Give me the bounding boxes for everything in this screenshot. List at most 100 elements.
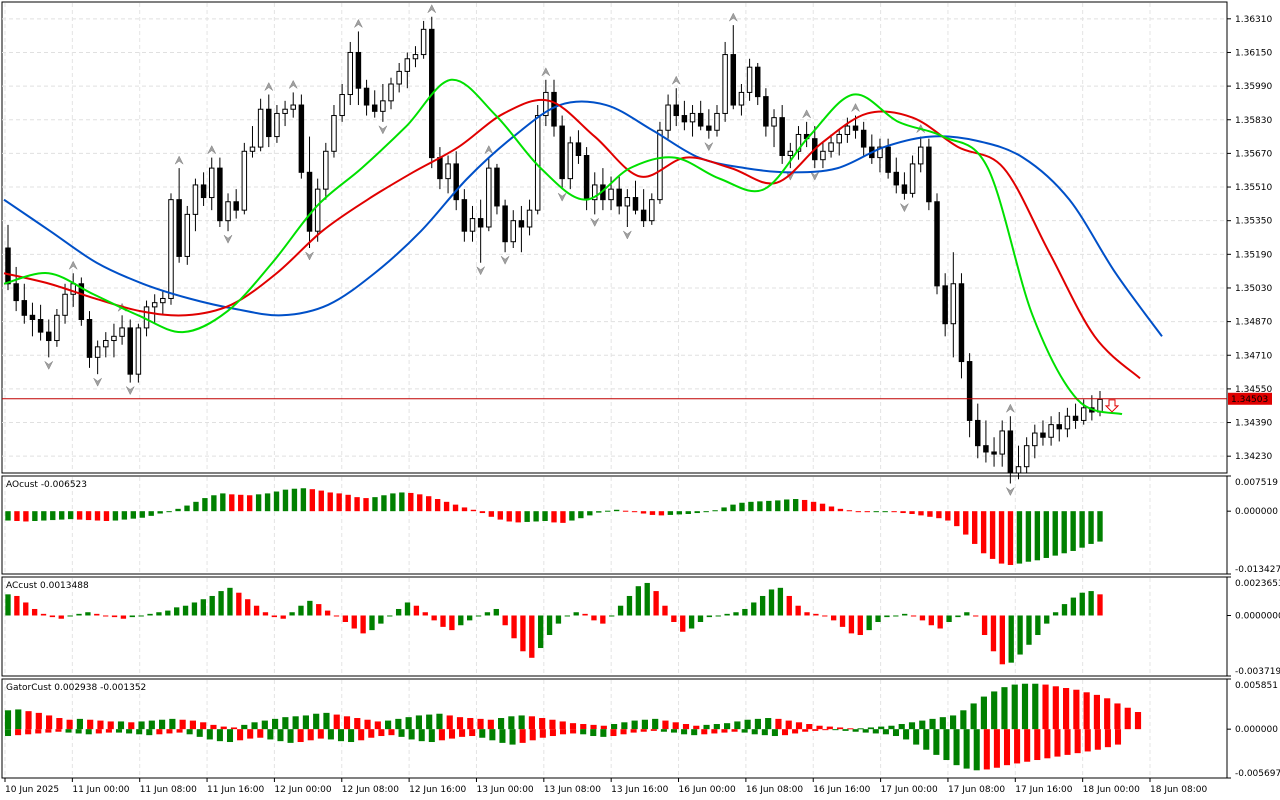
time-tick-label: 16 Jun 16:00 — [813, 785, 870, 795]
gator-upper-bar — [302, 715, 309, 730]
ac-bar — [342, 615, 349, 622]
ao-bar — [14, 511, 20, 522]
gator-upper-bar — [251, 722, 258, 730]
ao-bar — [685, 511, 691, 514]
sell-signal-arrow — [1104, 399, 1120, 413]
candle-bullish — [314, 188, 321, 232]
candle-bullish — [331, 115, 337, 152]
candle-bullish — [339, 94, 345, 117]
fractal-down-arrow — [93, 377, 102, 387]
candle-bullish — [746, 66, 753, 93]
gator-upper-bar — [1104, 698, 1111, 730]
ao-bar — [658, 511, 665, 516]
candle-bullish — [282, 108, 288, 114]
ao-bar — [23, 511, 29, 522]
ac-bar — [395, 608, 402, 616]
time-tick-label: 13 Jun 00:00 — [476, 785, 533, 795]
gator-lower-bar — [1034, 729, 1041, 761]
candle-bearish — [461, 199, 468, 232]
ac-bar — [582, 613, 588, 616]
ao-bar — [631, 511, 638, 513]
ac-bar — [262, 612, 269, 616]
ao-bar — [246, 495, 253, 512]
ao-bar — [649, 511, 656, 515]
candle-bullish — [787, 150, 794, 156]
ao-bar — [640, 511, 647, 514]
candle-bearish — [363, 87, 370, 106]
ao-bar — [945, 511, 951, 521]
gator-lower-bar — [428, 729, 435, 743]
ao-bar — [76, 511, 83, 520]
time-tick-label: 11 Jun 00:00 — [72, 785, 129, 795]
ac-bar — [138, 615, 144, 617]
gator-lower-bar — [499, 729, 506, 743]
gator-lower-bar — [802, 729, 809, 732]
fractal-up-arrow — [851, 102, 860, 112]
gator-upper-bar — [385, 720, 392, 730]
gator-lower-bar — [45, 729, 52, 733]
time-tick-label: 12 Jun 16:00 — [409, 785, 466, 795]
ao-bar — [318, 490, 324, 512]
current-price-label: 1.34503 — [1231, 395, 1268, 405]
ac-bar — [671, 615, 677, 622]
gator-lower-bar — [146, 729, 153, 736]
fractal-up-arrow — [174, 155, 184, 165]
ao-bar — [434, 499, 441, 512]
gator-lower-bar — [388, 729, 395, 736]
ao-bar — [238, 494, 244, 512]
candle-bullish — [1064, 415, 1071, 430]
ac-bar — [875, 615, 881, 622]
candle-bearish — [1072, 415, 1079, 421]
ac-bar — [236, 592, 242, 616]
candle-bullish — [836, 133, 842, 144]
gator-lower-bar — [307, 729, 314, 741]
gator-upper-bar — [734, 721, 741, 730]
candle-bullish — [592, 184, 598, 201]
ao-bar — [479, 511, 486, 514]
ao-bar — [255, 494, 262, 512]
candle-bullish — [1048, 424, 1054, 438]
candle-bullish — [844, 125, 851, 135]
ac-bar — [973, 615, 979, 617]
gator-lower-bar — [903, 729, 910, 740]
ao-bar — [452, 504, 459, 512]
gator-upper-bar — [1052, 686, 1059, 730]
time-tick-label: 18 Jun 00:00 — [1083, 785, 1140, 795]
indicator-tick-label: 0.007519 — [1235, 478, 1278, 488]
candle-bullish — [168, 199, 174, 299]
candle-bullish — [567, 142, 574, 180]
ac-bar — [129, 615, 135, 618]
ao-bar — [121, 511, 128, 520]
ao-bar — [300, 488, 307, 512]
gator-upper-bar — [189, 720, 196, 730]
indicator-tick-label: 0.000000 — [1235, 725, 1278, 735]
ao-bar — [506, 511, 512, 522]
gator-upper-bar — [456, 717, 464, 730]
price-tick-label: 1.35830 — [1235, 116, 1272, 126]
gator-upper-bar — [446, 715, 453, 730]
gator-upper-bar — [426, 714, 433, 730]
ao-bar — [846, 510, 853, 512]
gator-upper-bar — [415, 715, 422, 730]
gator-lower-bar — [418, 729, 425, 742]
gator-lower-bar — [711, 729, 718, 734]
candle-bearish — [966, 361, 973, 421]
candle-bullish — [999, 430, 1005, 455]
gator-lower-bar — [358, 729, 365, 741]
ao-bar — [757, 501, 763, 512]
gator-lower-bar — [559, 729, 567, 735]
candle-bearish — [355, 51, 362, 89]
candle-bullish — [608, 188, 614, 201]
candle-bearish — [1040, 432, 1046, 438]
gator-lower-bar — [35, 729, 42, 734]
gator-lower-bar — [1074, 729, 1081, 754]
price-tick-label: 1.35030 — [1235, 284, 1272, 294]
ac-bar — [360, 615, 366, 634]
gator-lower-bar — [257, 729, 264, 738]
price-tick-label: 1.34390 — [1235, 419, 1272, 429]
gator-lower-bar — [65, 729, 72, 733]
ao-bar — [67, 511, 74, 520]
gator-upper-bar — [107, 721, 114, 730]
ac-bar — [324, 610, 331, 616]
